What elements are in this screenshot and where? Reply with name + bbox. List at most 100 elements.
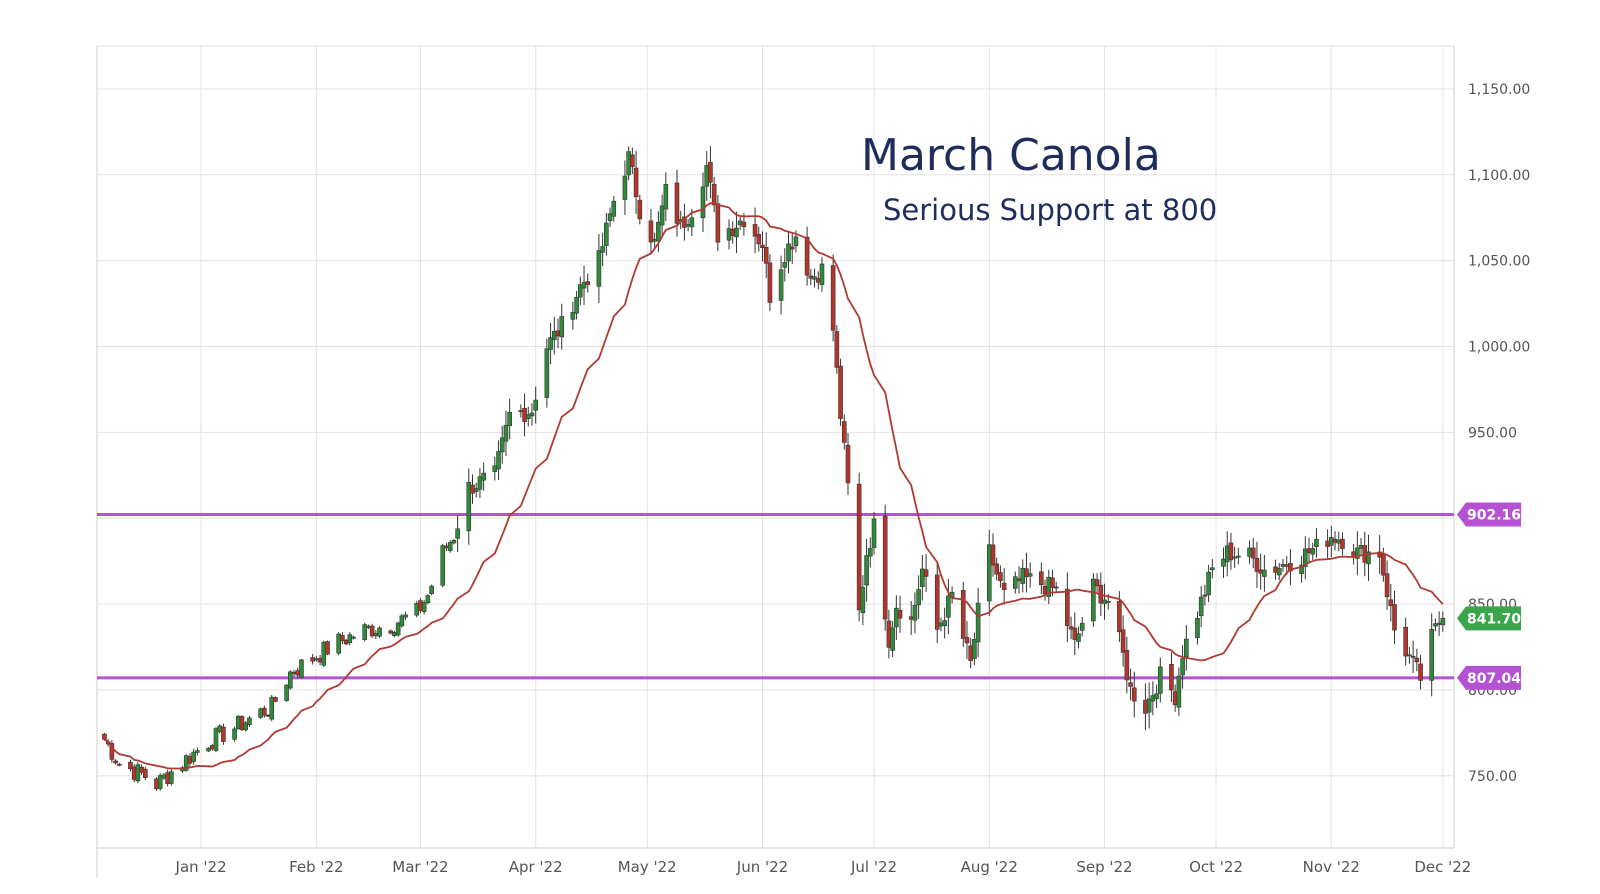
price-tag-label: 841.70	[1467, 611, 1521, 627]
candle	[1407, 646, 1412, 664]
candle	[946, 578, 951, 635]
candle	[1146, 682, 1152, 729]
candle	[812, 268, 817, 288]
x-tick-label: Feb '22	[289, 858, 344, 876]
candle	[916, 575, 921, 620]
candle	[544, 338, 550, 408]
candle	[1079, 617, 1085, 637]
candle	[964, 621, 970, 660]
candle	[1232, 546, 1237, 568]
candle	[1195, 611, 1200, 645]
candle	[778, 255, 784, 315]
candle	[786, 231, 791, 274]
candle	[1410, 640, 1416, 674]
candle	[284, 684, 289, 702]
candle	[113, 759, 118, 765]
candle	[1120, 615, 1126, 667]
candle	[570, 301, 576, 330]
candle	[1340, 532, 1345, 556]
candle	[1176, 667, 1182, 716]
candle	[1091, 573, 1096, 627]
candle	[1418, 654, 1423, 690]
candle	[321, 640, 327, 667]
candle	[1262, 554, 1267, 592]
candle	[934, 561, 940, 643]
candle	[455, 515, 460, 552]
candle	[882, 504, 888, 631]
candle	[1314, 528, 1319, 558]
price-tags-layer: 902.16 807.04 841.70	[1457, 502, 1521, 690]
candle	[819, 256, 825, 292]
horizontal-lines-layer	[97, 513, 1454, 680]
candle	[711, 176, 717, 213]
x-tick-label: Jul '22	[850, 858, 897, 876]
candle	[1440, 611, 1446, 632]
x-tick-label: Mar '22	[392, 858, 448, 876]
candle	[1065, 572, 1070, 643]
candle	[763, 232, 769, 279]
candle	[157, 773, 163, 791]
candle	[213, 727, 219, 753]
candle	[622, 160, 628, 216]
candle	[864, 538, 869, 602]
candle	[128, 759, 133, 772]
candle	[1157, 657, 1163, 703]
candle	[440, 543, 446, 588]
candle	[235, 715, 241, 730]
candle	[708, 146, 713, 199]
candle	[403, 611, 408, 621]
candle	[656, 211, 661, 252]
candle	[377, 626, 382, 638]
candle	[581, 265, 587, 305]
candle	[923, 554, 929, 593]
candle	[920, 555, 925, 601]
x-tick-label: Apr '22	[509, 858, 563, 876]
candle	[994, 557, 1000, 581]
y-tick-label: 950.00	[1468, 425, 1517, 441]
candles-layer	[102, 146, 1446, 791]
price-tag-label: 902.16	[1467, 508, 1521, 524]
candle	[507, 398, 512, 440]
y-tick-label: 1,000.00	[1468, 340, 1530, 356]
candle	[503, 410, 509, 456]
candle	[243, 721, 249, 732]
candle	[1429, 613, 1434, 697]
candle	[336, 632, 341, 656]
candle	[496, 440, 501, 481]
x-tick-label: Oct '22	[1189, 858, 1243, 876]
candle	[871, 512, 877, 555]
candle	[399, 613, 405, 628]
moving-average-layer	[103, 201, 1444, 770]
candle	[1039, 562, 1044, 595]
candle	[351, 635, 356, 640]
candle	[1414, 648, 1420, 672]
x-tick-label: Jun '22	[736, 858, 788, 876]
candle	[752, 207, 758, 254]
candle	[533, 386, 539, 424]
axis-layer: 750.00800.00850.00900.00950.001,000.001,…	[97, 46, 1530, 876]
candle	[1433, 618, 1438, 632]
candle	[637, 194, 643, 225]
candle	[466, 468, 472, 545]
candle	[109, 740, 115, 763]
candle	[1403, 617, 1408, 666]
candle	[1198, 585, 1204, 628]
candle	[659, 194, 665, 237]
candle	[633, 150, 639, 214]
candle	[682, 203, 687, 241]
candle	[262, 705, 267, 718]
candle	[273, 696, 278, 703]
candle	[1202, 584, 1208, 606]
x-tick-label: Jan '22	[175, 858, 227, 876]
price-tag-label: 807.04	[1467, 671, 1521, 687]
candle	[1053, 581, 1059, 593]
candle	[604, 213, 609, 256]
candle	[447, 540, 453, 553]
candle	[347, 631, 353, 646]
candle	[841, 414, 847, 450]
candle	[414, 601, 420, 618]
candle	[986, 529, 992, 616]
candle	[425, 594, 431, 605]
candle	[700, 172, 706, 233]
